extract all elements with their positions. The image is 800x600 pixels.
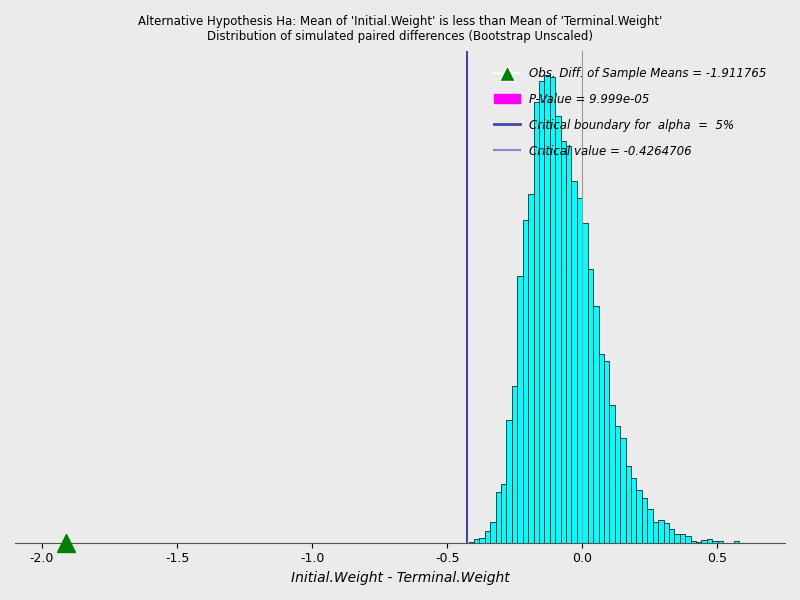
Bar	[528, 194, 534, 543]
Bar	[685, 536, 690, 543]
Bar	[642, 498, 647, 543]
Bar	[588, 269, 593, 543]
Bar	[550, 77, 555, 543]
Bar	[631, 478, 637, 543]
Bar	[647, 509, 653, 543]
Bar	[598, 353, 604, 543]
X-axis label: Initial.Weight - Terminal.Weight: Initial.Weight - Terminal.Weight	[290, 571, 510, 585]
Bar	[522, 220, 528, 543]
Bar	[561, 141, 566, 543]
Bar	[626, 466, 631, 543]
Bar	[474, 539, 479, 543]
Bar	[680, 534, 685, 543]
Bar	[539, 81, 544, 543]
Bar	[712, 541, 718, 543]
Bar	[479, 538, 485, 543]
Bar	[610, 406, 614, 543]
Bar	[663, 523, 669, 543]
Bar	[669, 529, 674, 543]
Bar	[496, 493, 501, 543]
Bar	[506, 420, 512, 543]
Bar	[582, 223, 588, 543]
Bar	[658, 520, 663, 543]
Bar	[469, 542, 474, 543]
Bar	[702, 540, 707, 543]
Bar	[501, 484, 506, 543]
Bar	[544, 74, 550, 543]
Bar	[555, 116, 561, 543]
Bar	[604, 361, 610, 543]
Bar	[571, 181, 577, 543]
Bar	[577, 199, 582, 543]
Bar	[566, 146, 571, 543]
Bar	[696, 542, 702, 543]
Bar	[674, 533, 680, 543]
Bar	[593, 306, 598, 543]
Bar	[490, 522, 496, 543]
Bar	[690, 541, 696, 543]
Bar	[734, 541, 739, 543]
Bar	[718, 541, 723, 543]
Bar	[637, 490, 642, 543]
Bar	[614, 426, 620, 543]
Bar	[534, 102, 539, 543]
Bar	[707, 539, 712, 543]
Bar	[512, 386, 518, 543]
Bar	[620, 438, 626, 543]
Legend: Obs. Diff. of Sample Means = -1.911765, P-Value = 9.999e-05, Critical boundary f: Obs. Diff. of Sample Means = -1.911765, …	[489, 62, 771, 163]
Bar	[518, 277, 522, 543]
Bar	[653, 522, 658, 543]
Bar	[485, 532, 490, 543]
Title: Alternative Hypothesis Ha: Mean of 'Initial.Weight' is less than Mean of 'Termin: Alternative Hypothesis Ha: Mean of 'Init…	[138, 15, 662, 43]
